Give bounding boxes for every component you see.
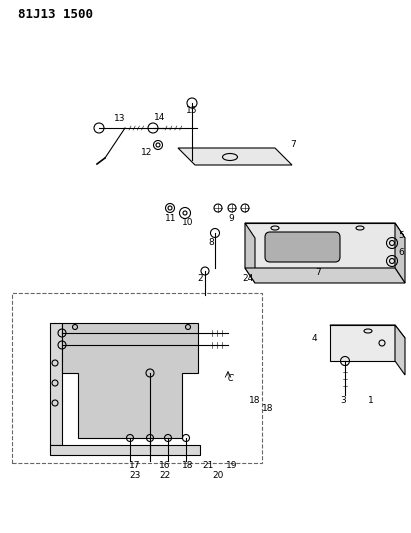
Polygon shape [50, 445, 200, 455]
Text: 7: 7 [315, 268, 321, 277]
Text: 8: 8 [208, 238, 214, 247]
Polygon shape [245, 223, 395, 268]
Text: 14: 14 [154, 113, 166, 122]
Text: C: C [228, 374, 234, 383]
Text: 81J13 1500: 81J13 1500 [18, 8, 93, 21]
Text: 16: 16 [159, 461, 171, 470]
Polygon shape [395, 223, 405, 283]
Text: 1: 1 [368, 396, 374, 405]
Text: 9: 9 [228, 214, 234, 223]
Text: 11: 11 [165, 214, 176, 223]
Text: 18: 18 [182, 461, 194, 470]
Text: 12: 12 [141, 148, 153, 157]
Polygon shape [330, 325, 405, 338]
Text: 4: 4 [312, 334, 318, 343]
Text: 3: 3 [340, 396, 346, 405]
Text: 21: 21 [202, 461, 214, 470]
Text: 19: 19 [226, 461, 238, 470]
Polygon shape [50, 323, 62, 445]
Bar [12, 293, 262, 463]
Polygon shape [178, 148, 292, 165]
Text: 7: 7 [290, 140, 296, 149]
Polygon shape [330, 325, 395, 361]
Text: 6: 6 [398, 248, 404, 257]
Text: 23: 23 [129, 471, 141, 480]
Text: 13: 13 [114, 114, 126, 123]
Text: 18: 18 [262, 404, 273, 413]
Text: 20: 20 [212, 471, 224, 480]
Polygon shape [395, 325, 405, 375]
Polygon shape [245, 268, 405, 283]
FancyBboxPatch shape [265, 232, 340, 262]
Polygon shape [62, 323, 198, 438]
Text: 5: 5 [398, 231, 404, 240]
Polygon shape [245, 223, 255, 283]
Polygon shape [245, 223, 405, 238]
Text: 22: 22 [159, 471, 171, 480]
Text: 15: 15 [186, 106, 198, 115]
Text: 18: 18 [249, 396, 261, 405]
Text: 24: 24 [242, 274, 253, 283]
Text: 17: 17 [129, 461, 141, 470]
Text: 10: 10 [182, 218, 194, 227]
Text: 2: 2 [197, 274, 203, 283]
